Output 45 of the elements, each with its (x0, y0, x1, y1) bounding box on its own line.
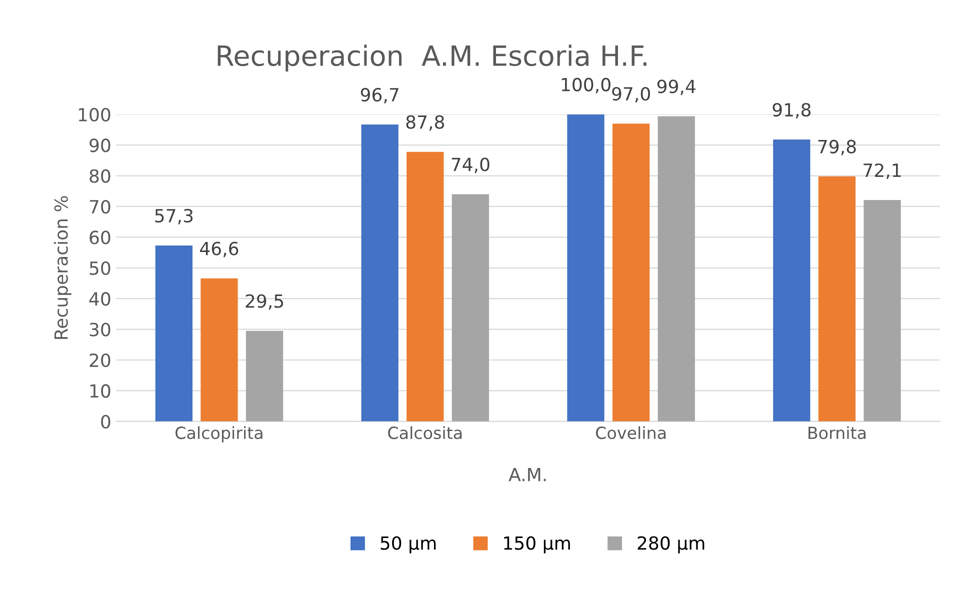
bar (155, 245, 193, 422)
y-tick-label: 40 (89, 292, 110, 306)
data-label: 97,0 (612, 86, 650, 102)
y-tick-label: 0 (101, 414, 110, 429)
y-tick-label: 70 (90, 200, 110, 214)
data-label: 29,5 (246, 294, 284, 310)
data-label: 91,8 (772, 102, 811, 118)
bar (864, 200, 901, 422)
bar (246, 330, 284, 422)
bar (406, 152, 444, 422)
y-tick-label: 20 (90, 353, 110, 368)
data-label: 46,6 (200, 242, 238, 258)
data-label: 79,8 (818, 140, 856, 156)
legend-label: 150 µm (504, 536, 570, 554)
data-label: 96,7 (360, 88, 398, 104)
bar (612, 124, 650, 422)
x-axis-title: A.M. (508, 468, 546, 482)
data-label: 72,1 (864, 163, 901, 179)
x-tick-label: Covelina (596, 426, 666, 440)
bar (773, 140, 810, 422)
bar (361, 124, 398, 422)
data-label: 57,3 (155, 208, 193, 224)
data-label: 99,4 (657, 80, 696, 96)
data-label: 87,8 (406, 115, 444, 131)
x-tick-label: Bornita (808, 426, 866, 440)
data-label: 74,0 (452, 158, 490, 174)
y-tick-label: 30 (90, 322, 110, 336)
y-axis-title: Recuperacion % (54, 196, 72, 339)
x-tick-label: Calcosita (388, 426, 462, 440)
bar (452, 194, 490, 422)
y-tick-label: 50 (90, 261, 110, 276)
y-tick-label: 80 (90, 169, 110, 183)
y-tick-label: 60 (90, 230, 110, 244)
legend-label: 50 µm (380, 536, 436, 554)
x-tick-label: Calcopirita (176, 426, 262, 442)
bar (658, 116, 695, 422)
y-tick-label: 90 (90, 138, 110, 152)
bar (200, 278, 238, 422)
bar (818, 176, 856, 422)
y-tick-label: 10 (90, 384, 110, 398)
legend-label: 280 µm (638, 536, 704, 554)
chart-title: Recuperacion A.M. Escoria H.F. (218, 44, 646, 72)
data-label: 100,0 (562, 78, 610, 94)
bar (567, 114, 604, 422)
y-tick-label: 100 (78, 108, 110, 122)
